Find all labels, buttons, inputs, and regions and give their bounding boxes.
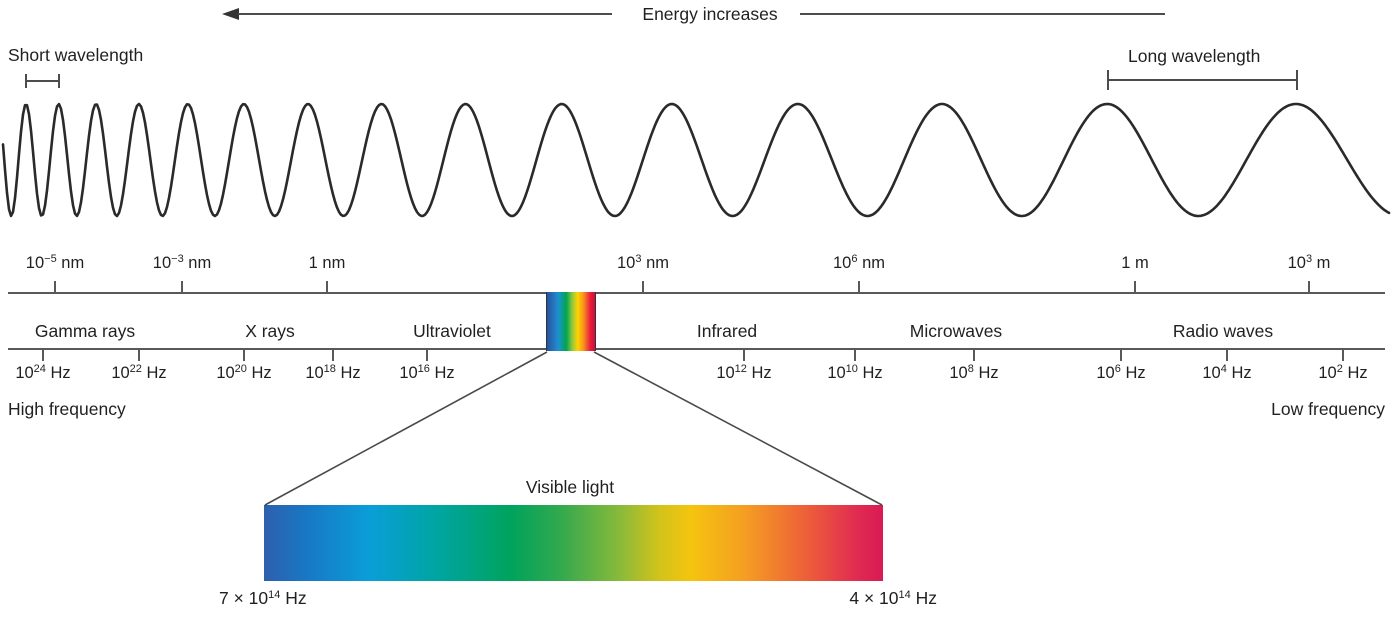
short-wavelength-label: Short wavelength: [8, 45, 144, 65]
long-wavelength-label: Long wavelength: [1128, 46, 1261, 66]
energy-arrow-line-left: [238, 13, 612, 15]
low-frequency-label: Low frequency: [1271, 399, 1385, 419]
visible-right-frequency-label: 4 × 1014 Hz: [849, 588, 937, 608]
energy-increases-label: Energy increases: [642, 4, 778, 24]
wave-chirp: [1, 102, 1391, 218]
wavelength-axis-line: [8, 292, 1385, 294]
energy-arrow-line-right: [800, 13, 1165, 15]
energy-arrow-left-arrowhead-icon: [222, 8, 239, 20]
visible-left-frequency-label: 7 × 1014 Hz: [219, 588, 307, 608]
visible-light-label: Visible light: [525, 477, 615, 497]
long-wavelength-bracket: [1107, 70, 1298, 90]
frequency-axis-line: [8, 348, 1385, 350]
visible-light-gradient-bar: [264, 505, 883, 581]
high-frequency-label: High frequency: [8, 399, 126, 419]
short-wavelength-bracket: [25, 74, 60, 88]
visible-light-mini-strip: [546, 292, 596, 351]
